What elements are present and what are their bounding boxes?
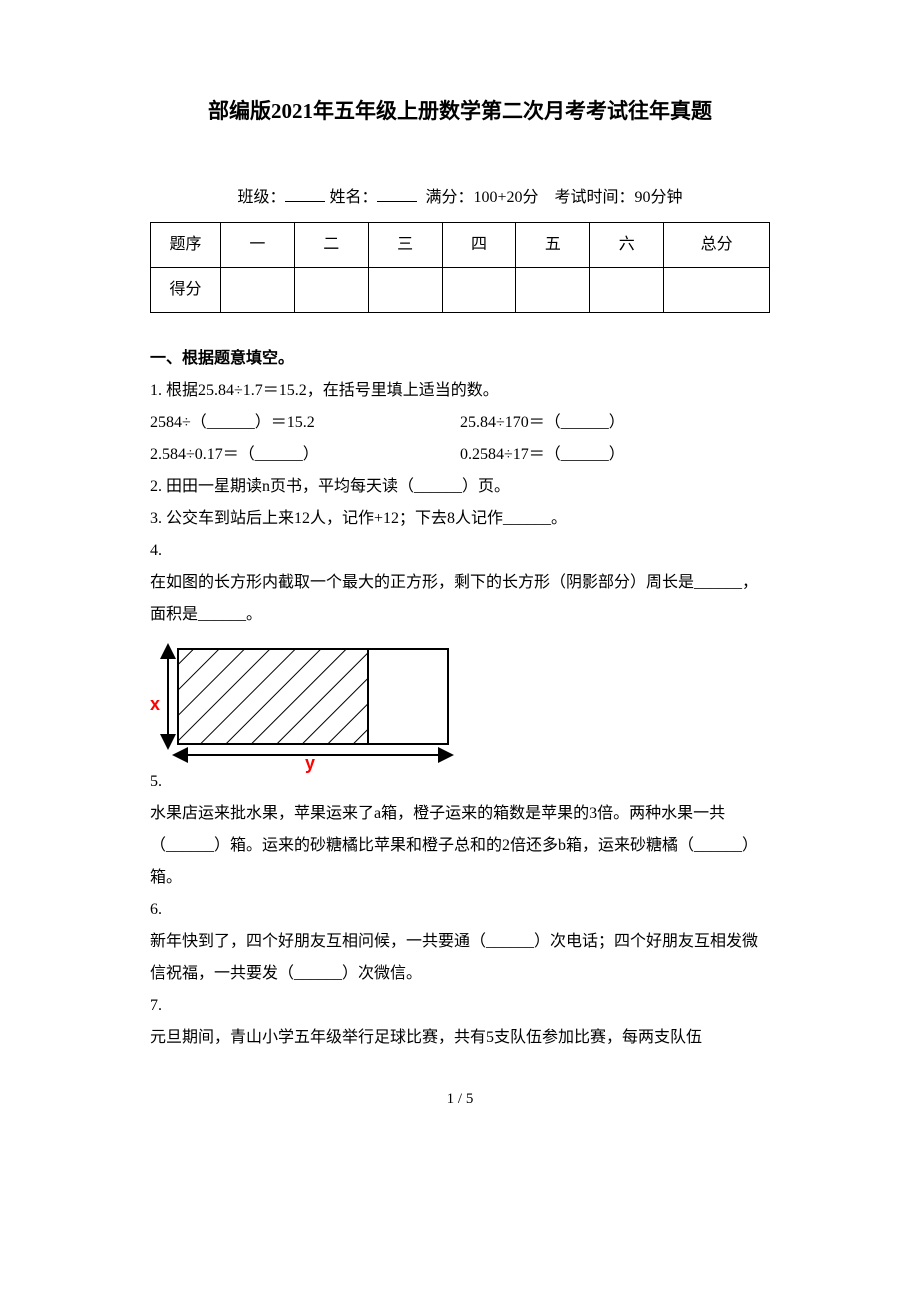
q1-a: 2584÷（______）＝15.2 bbox=[150, 407, 460, 439]
q1-d: 0.2584÷17＝（______） bbox=[460, 439, 770, 471]
col-total: 总分 bbox=[664, 223, 770, 268]
score-cell bbox=[590, 268, 664, 313]
question-4-text: 在如图的长方形内截取一个最大的正方形，剩下的长方形（阴影部分）周长是______… bbox=[150, 567, 770, 631]
q1-b: 25.84÷170＝（______） bbox=[460, 407, 770, 439]
col-4: 四 bbox=[442, 223, 516, 268]
score-cell bbox=[294, 268, 368, 313]
page-number: 1 / 5 bbox=[150, 1084, 770, 1114]
figure-x-label: x bbox=[150, 686, 160, 722]
class-blank bbox=[285, 186, 325, 202]
figure-rectangle: x y bbox=[150, 641, 450, 761]
row-label-seq: 题序 bbox=[151, 223, 221, 268]
figure-y-label: y bbox=[305, 745, 315, 781]
score-cell bbox=[368, 268, 442, 313]
question-6-text: 新年快到了，四个好朋友互相问候，一共要通（______）次电话；四个好朋友互相发… bbox=[150, 926, 770, 990]
table-row: 得分 bbox=[151, 268, 770, 313]
score-cell bbox=[664, 268, 770, 313]
question-7-num: 7. bbox=[150, 990, 770, 1022]
exam-info-line: 班级： 姓名： 满分：100+20分 考试时间：90分钟 bbox=[150, 182, 770, 214]
question-4-num: 4. bbox=[150, 535, 770, 567]
question-5-num: 5. bbox=[150, 766, 770, 798]
score-cell bbox=[442, 268, 516, 313]
col-6: 六 bbox=[590, 223, 664, 268]
question-1-row2: 2.584÷0.17＝（______） 0.2584÷17＝（______） bbox=[150, 439, 770, 471]
score-cell bbox=[516, 268, 590, 313]
table-row: 题序 一 二 三 四 五 六 总分 bbox=[151, 223, 770, 268]
section-heading-1: 一、根据题意填空。 bbox=[150, 343, 770, 375]
question-3: 3. 公交车到站后上来12人，记作+12；下去8人记作______。 bbox=[150, 503, 770, 535]
class-label: 班级： bbox=[237, 189, 285, 206]
question-2: 2. 田田一星期读n页书，平均每天读（______）页。 bbox=[150, 471, 770, 503]
row-label-score: 得分 bbox=[151, 268, 221, 313]
name-blank bbox=[377, 186, 417, 202]
col-5: 五 bbox=[516, 223, 590, 268]
question-7-text: 元旦期间，青山小学五年级举行足球比赛，共有5支队伍参加比赛，每两支队伍 bbox=[150, 1022, 770, 1054]
col-1: 一 bbox=[221, 223, 295, 268]
col-2: 二 bbox=[294, 223, 368, 268]
q1-c: 2.584÷0.17＝（______） bbox=[150, 439, 460, 471]
question-1-stem: 1. 根据25.84÷1.7＝15.2，在括号里填上适当的数。 bbox=[150, 375, 770, 407]
name-label: 姓名： bbox=[329, 189, 377, 206]
col-3: 三 bbox=[368, 223, 442, 268]
score-table: 题序 一 二 三 四 五 六 总分 得分 bbox=[150, 222, 770, 313]
page-title: 部编版2021年五年级上册数学第二次月考考试往年真题 bbox=[150, 90, 770, 132]
full-score-label: 满分：100+20分 bbox=[425, 189, 538, 206]
time-label: 考试时间：90分钟 bbox=[555, 189, 683, 206]
question-5-text: 水果店运来批水果，苹果运来了a箱，橙子运来的箱数是苹果的3倍。两种水果一共（__… bbox=[150, 798, 770, 894]
question-1-row1: 2584÷（______）＝15.2 25.84÷170＝（______） bbox=[150, 407, 770, 439]
score-cell bbox=[221, 268, 295, 313]
question-6-num: 6. bbox=[150, 894, 770, 926]
